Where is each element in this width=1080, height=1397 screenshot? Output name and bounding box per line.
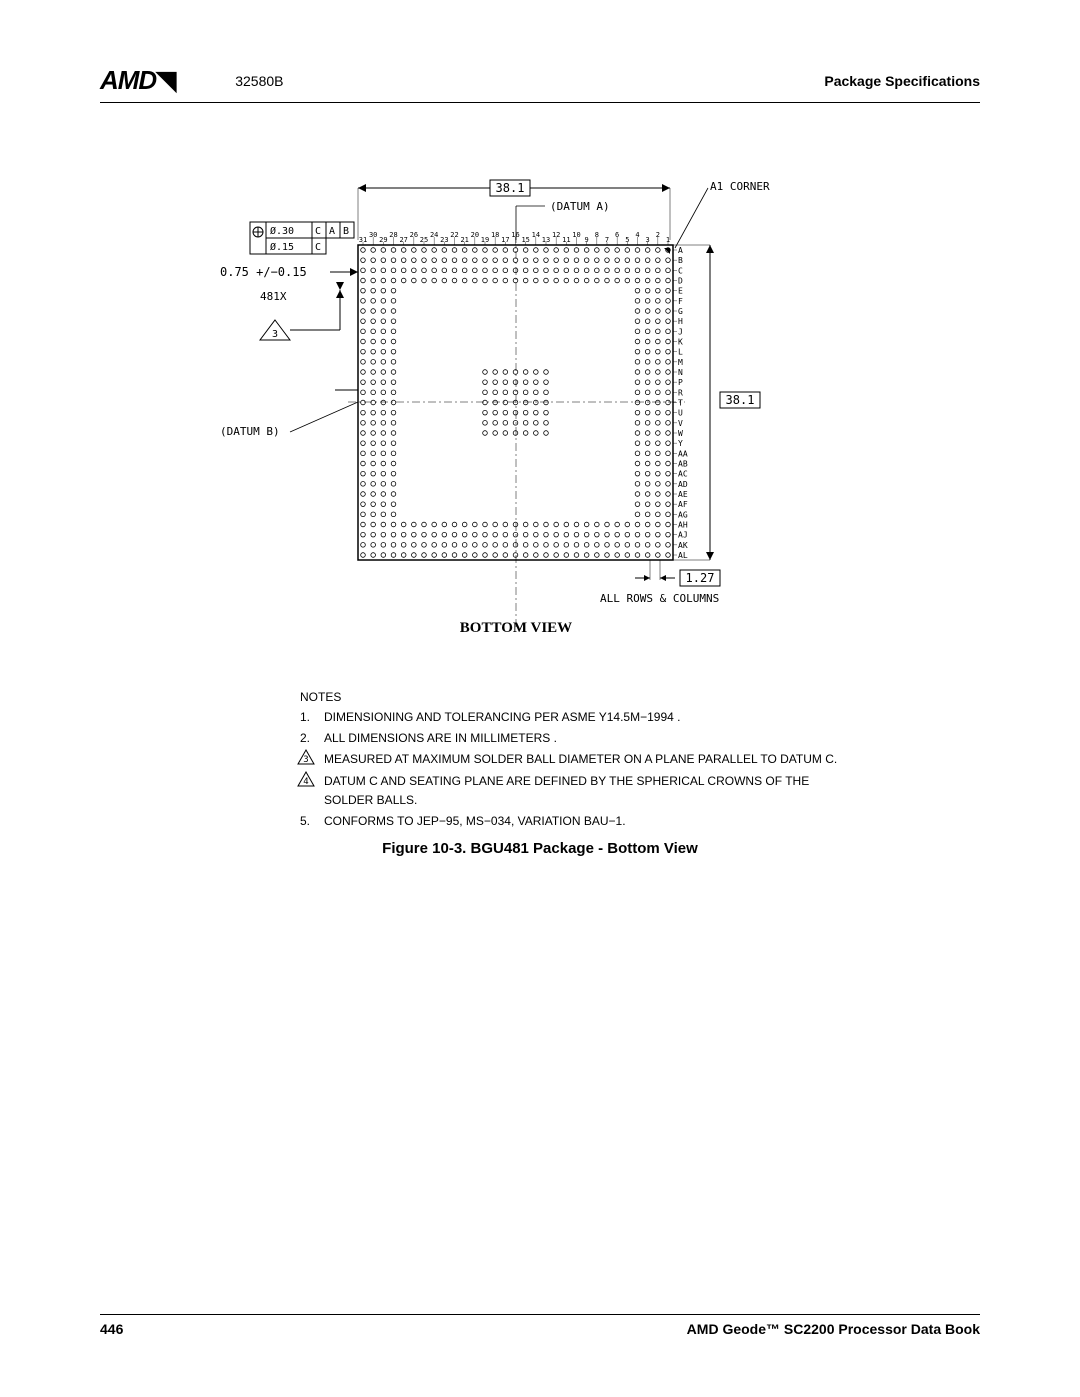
svg-text:F: F [678,297,683,306]
figure-caption: Figure 10-3. BGU481 Package - Bottom Vie… [0,840,1080,857]
svg-text:G: G [678,307,683,316]
svg-text:AE: AE [678,490,688,499]
row-letters: ABCDEFGHJKLMNPRTUVWYAAABACADAEAFAGAHAJAK… [673,246,688,560]
svg-text:J: J [678,327,683,336]
svg-text:AD: AD [678,480,688,489]
page: AMD◥ 32580B Package Specifications 38.1 … [0,0,1080,1397]
datum-a-label: (DATUM A) [550,200,610,213]
svg-text:AA: AA [678,449,688,458]
svg-text:AL: AL [678,551,688,560]
svg-text:H: H [678,317,683,326]
svg-text:A: A [678,246,683,255]
note-item: 2.ALL DIMENSIONS ARE IN MILLIMETERS . [300,729,840,748]
svg-text:A: A [329,226,335,237]
svg-text:C: C [315,226,321,237]
package-outline [358,245,673,560]
svg-text:AJ: AJ [678,531,688,540]
note3-triangle-ref: 3 [260,320,290,340]
figure-diagram: 38.1 (DATUM A) A1 CORNER Ø.30 C [220,160,840,720]
svg-text:38.1: 38.1 [726,393,755,407]
notes-title: NOTES [300,690,840,704]
svg-text:N: N [678,368,683,377]
svg-text:W: W [678,429,683,438]
column-numbers: 3130292827262524232221201918171615141312… [359,231,670,245]
doc-number: 32580B [235,73,283,89]
page-footer: 446 AMD Geode™ SC2200 Processor Data Boo… [100,1314,980,1337]
svg-text:4: 4 [303,777,308,787]
svg-text:1.27: 1.27 [686,571,715,585]
note-item: 3MEASURED AT MAXIMUM SOLDER BALL DIAMETE… [300,750,840,769]
notes-section: NOTES 1.DIMENSIONING AND TOLERANCING PER… [300,690,840,833]
page-number: 446 [100,1321,123,1337]
svg-text:E: E [678,287,683,296]
svg-text:Y: Y [678,439,683,448]
ball-grid [361,248,671,558]
svg-text:AH: AH [678,521,688,530]
note-item: 4DATUM C AND SEATING PLANE ARE DEFINED B… [300,772,840,810]
bottom-view-title: BOTTOM VIEW [460,620,572,636]
svg-text:P: P [678,378,683,387]
svg-text:K: K [678,338,683,347]
svg-text:Ø.30: Ø.30 [270,225,294,237]
ball-tolerance: 0.75 +/−0.15 [220,265,307,279]
svg-text:Ø.15: Ø.15 [270,241,294,253]
svg-text:M: M [678,358,683,367]
dim-pitch: 1.27 [635,560,720,586]
svg-text:L: L [678,348,683,357]
book-title: AMD Geode™ SC2200 Processor Data Book [687,1321,980,1337]
svg-text:C: C [678,266,683,275]
note-item: 5.CONFORMS TO JEP−95, MS−034, VARIATION … [300,812,840,831]
header-section: Package Specifications [824,73,980,89]
svg-text:B: B [678,256,683,265]
svg-text:U: U [678,409,683,418]
svg-text:3: 3 [303,755,308,765]
svg-text:AK: AK [678,541,688,550]
svg-text:D: D [678,277,683,286]
svg-text:T: T [678,399,683,408]
amd-logo: AMD◥ [100,65,175,96]
a1-corner-label: A1 CORNER [710,180,770,193]
svg-text:AF: AF [678,500,688,509]
svg-text:C: C [315,242,321,253]
gdt-frame: Ø.30 C A B Ø.15 C [250,222,354,254]
svg-text:38.1: 38.1 [496,181,525,195]
ball-count: 481X [260,290,287,303]
svg-text:B: B [343,226,349,237]
note-item: 1.DIMENSIONING AND TOLERANCING PER ASME … [300,708,840,727]
datum-b-label: (DATUM B) [220,425,280,438]
svg-text:AC: AC [678,470,688,479]
svg-text:R: R [678,388,683,397]
svg-text:V: V [678,419,683,428]
all-rows-label: ALL ROWS & COLUMNS [600,592,719,605]
svg-text:3: 3 [272,329,278,340]
svg-text:AG: AG [678,510,688,519]
page-header: AMD◥ 32580B Package Specifications [100,65,980,103]
svg-text:AB: AB [678,460,688,469]
